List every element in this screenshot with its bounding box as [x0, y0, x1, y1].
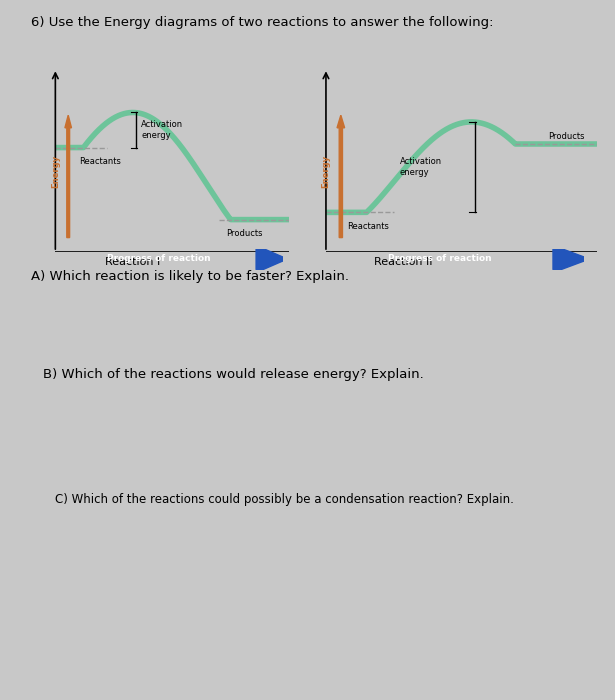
Text: Products: Products [548, 132, 584, 141]
Polygon shape [554, 248, 589, 270]
Text: Progress of reaction: Progress of reaction [107, 254, 211, 263]
Text: Energy: Energy [322, 155, 330, 188]
FancyArrow shape [554, 248, 589, 271]
Text: C) Which of the reactions could possibly be a condensation reaction? Explain.: C) Which of the reactions could possibly… [55, 494, 514, 507]
Text: 6) Use the Energy diagrams of two reactions to answer the following:: 6) Use the Energy diagrams of two reacti… [31, 17, 493, 29]
Text: Activation
energy: Activation energy [400, 158, 442, 177]
Text: Energy: Energy [51, 155, 60, 188]
Text: A) Which reaction is likely to be faster? Explain.: A) Which reaction is likely to be faster… [31, 270, 349, 283]
Text: Reactants: Reactants [79, 157, 121, 166]
Text: Activation
energy: Activation energy [141, 120, 183, 140]
FancyArrow shape [337, 116, 344, 237]
Text: Progress of reaction: Progress of reaction [388, 254, 491, 263]
Text: Reaction II: Reaction II [373, 257, 432, 267]
FancyArrow shape [65, 116, 71, 237]
Text: B) Which of the reactions would release energy? Explain.: B) Which of the reactions would release … [43, 368, 424, 382]
Text: Products: Products [226, 229, 263, 238]
Text: Reaction I: Reaction I [105, 257, 160, 267]
FancyArrow shape [256, 248, 287, 271]
Polygon shape [256, 248, 287, 270]
Text: Reactants: Reactants [347, 222, 389, 230]
